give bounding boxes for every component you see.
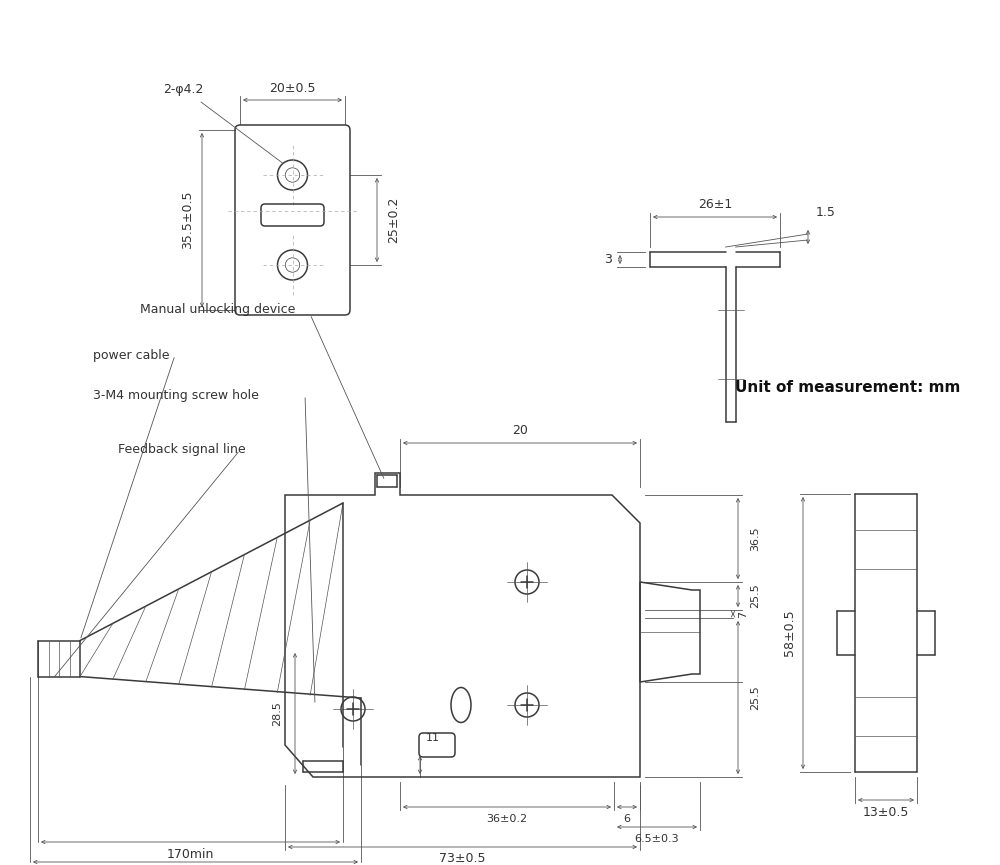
Text: 26±1: 26±1: [698, 198, 732, 212]
Text: 2-φ4.2: 2-φ4.2: [163, 82, 203, 95]
Text: 35.5±0.5: 35.5±0.5: [182, 191, 194, 249]
Text: 28.5: 28.5: [272, 702, 282, 726]
Text: Feedback signal line: Feedback signal line: [118, 444, 246, 457]
Text: Unit of measurement: mm: Unit of measurement: mm: [735, 380, 961, 394]
Polygon shape: [285, 473, 640, 777]
Text: 73±0.5: 73±0.5: [439, 853, 486, 865]
FancyBboxPatch shape: [419, 733, 455, 757]
Text: 25.5: 25.5: [750, 584, 760, 608]
Text: 58±0.5: 58±0.5: [782, 610, 796, 657]
Text: 13±0.5: 13±0.5: [863, 805, 909, 818]
Text: 6: 6: [624, 814, 631, 824]
Text: 170min: 170min: [167, 848, 214, 861]
Text: 20: 20: [512, 425, 528, 438]
Text: 3-M4 mounting screw hole: 3-M4 mounting screw hole: [93, 388, 259, 401]
Text: 20±0.5: 20±0.5: [269, 81, 316, 94]
Text: 3: 3: [604, 253, 612, 266]
Text: Manual unlocking device: Manual unlocking device: [140, 304, 295, 317]
Text: 36±0.2: 36±0.2: [486, 814, 528, 824]
Text: 1.5: 1.5: [816, 206, 836, 219]
Text: 11: 11: [426, 733, 440, 743]
Polygon shape: [855, 494, 917, 772]
Polygon shape: [240, 130, 345, 310]
Text: 25.5: 25.5: [750, 685, 760, 710]
Text: 36.5: 36.5: [750, 526, 760, 551]
Text: 6.5±0.3: 6.5±0.3: [635, 834, 679, 844]
Text: power cable: power cable: [93, 349, 170, 362]
Text: 25±0.2: 25±0.2: [388, 197, 400, 243]
Text: 7: 7: [738, 611, 748, 618]
